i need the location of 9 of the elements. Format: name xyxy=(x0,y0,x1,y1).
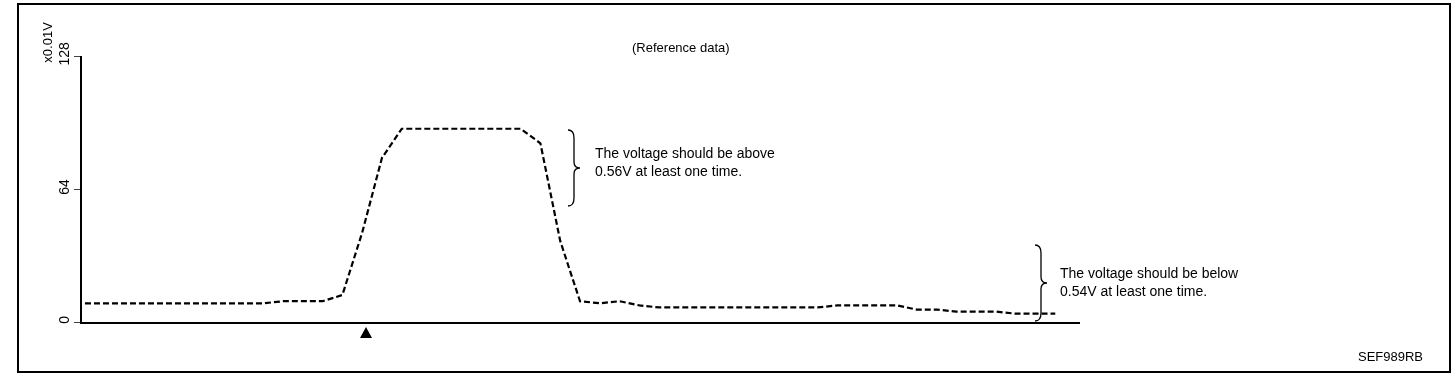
line-series xyxy=(83,127,1057,315)
annotation: The voltage should be below 0.54V at least one time. xyxy=(1060,265,1240,300)
y-tick-label: 64 xyxy=(55,178,72,195)
y-tick-label: 128 xyxy=(55,42,72,66)
chart-title: (Reference data) xyxy=(632,39,730,55)
y-tick-label: 0 xyxy=(55,315,72,324)
y-axis-title: x0.01V xyxy=(40,21,56,63)
text: SEF989RB xyxy=(1358,349,1424,364)
annotation: The voltage should be above 0.56V at least one time. xyxy=(595,145,776,180)
